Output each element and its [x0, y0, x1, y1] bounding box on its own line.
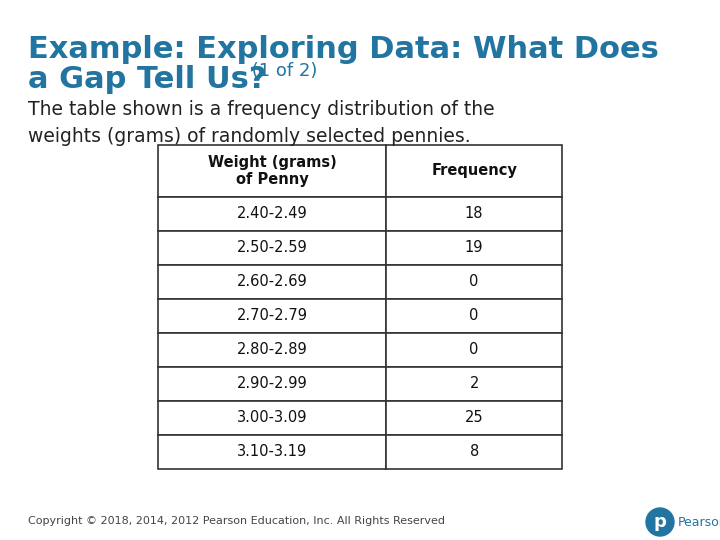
Text: 3.00-3.09: 3.00-3.09 [237, 410, 307, 426]
Text: 2.80-2.89: 2.80-2.89 [237, 342, 307, 357]
Text: 8: 8 [469, 444, 479, 460]
Text: 25: 25 [465, 410, 483, 426]
Bar [158, 367, 386, 401]
Text: 3.10-3.19: 3.10-3.19 [237, 444, 307, 460]
Bar [158, 197, 386, 231]
Bar [158, 145, 386, 197]
Bar [158, 299, 386, 333]
Text: p: p [654, 513, 667, 531]
Text: 0: 0 [469, 308, 479, 323]
Bar [158, 333, 386, 367]
Bar [386, 333, 562, 367]
Text: a Gap Tell Us?: a Gap Tell Us? [28, 65, 266, 94]
Text: Weight (grams)
of Penny: Weight (grams) of Penny [208, 155, 336, 187]
Bar [386, 231, 562, 265]
Text: Pearson: Pearson [678, 516, 720, 529]
Text: 2.40-2.49: 2.40-2.49 [237, 206, 307, 221]
Text: (1 of 2): (1 of 2) [246, 62, 318, 80]
Text: Example: Exploring Data: What Does: Example: Exploring Data: What Does [28, 35, 659, 64]
Bar [158, 435, 386, 469]
Bar [386, 265, 562, 299]
Bar [158, 401, 386, 435]
Text: The table shown is a frequency distribution of the
weights (grams) of randomly s: The table shown is a frequency distribut… [28, 100, 495, 145]
Bar [386, 401, 562, 435]
Bar [386, 145, 562, 197]
Text: 2.90-2.99: 2.90-2.99 [237, 376, 307, 392]
Text: 0: 0 [469, 342, 479, 357]
Text: 18: 18 [465, 206, 483, 221]
Text: 2: 2 [469, 376, 479, 392]
Text: 2.70-2.79: 2.70-2.79 [237, 308, 307, 323]
Circle shape [646, 508, 674, 536]
Text: 0: 0 [469, 274, 479, 289]
Text: 19: 19 [465, 240, 483, 255]
Bar [386, 299, 562, 333]
Text: 2.50-2.59: 2.50-2.59 [237, 240, 307, 255]
Bar [158, 231, 386, 265]
Text: Frequency: Frequency [431, 164, 517, 179]
Bar [386, 435, 562, 469]
Text: Copyright © 2018, 2014, 2012 Pearson Education, Inc. All Rights Reserved: Copyright © 2018, 2014, 2012 Pearson Edu… [28, 516, 445, 526]
Text: 2.60-2.69: 2.60-2.69 [237, 274, 307, 289]
Bar [158, 265, 386, 299]
Bar [386, 197, 562, 231]
Bar [386, 367, 562, 401]
